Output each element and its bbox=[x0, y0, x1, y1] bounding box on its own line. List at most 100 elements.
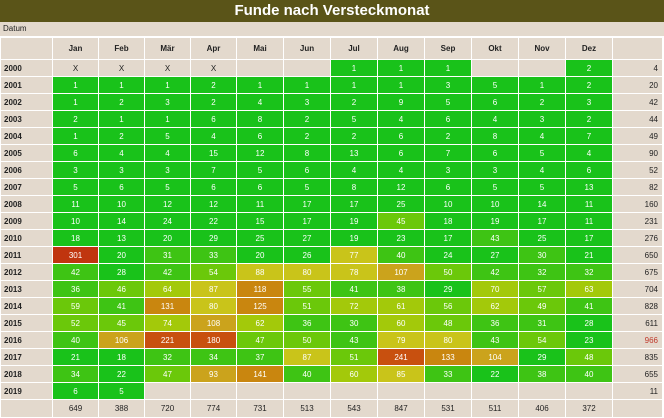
heat-cell: 64 bbox=[144, 280, 191, 298]
table-row: 2016 40 106 221 180 47 50 43 79 80 43 54 23 966 bbox=[0, 331, 663, 349]
heat-cell: 2 bbox=[565, 110, 613, 128]
heat-cell: 33 bbox=[424, 365, 472, 383]
month-header: Okt bbox=[471, 37, 519, 60]
heat-cell bbox=[236, 59, 284, 77]
heat-cell: 6 bbox=[98, 178, 145, 196]
heat-cell: 11 bbox=[236, 195, 284, 213]
row-total: 42 bbox=[612, 93, 663, 111]
heat-cell: 54 bbox=[190, 263, 237, 281]
heat-cell: 74 bbox=[144, 314, 191, 332]
year-label: 2002 bbox=[0, 93, 53, 111]
heat-cell: 180 bbox=[190, 331, 237, 349]
heat-cell: 7 bbox=[190, 161, 237, 179]
heat-cell: 17 bbox=[330, 195, 378, 213]
heat-cell: 13 bbox=[565, 178, 613, 196]
year-label: 2010 bbox=[0, 229, 53, 247]
row-total: 11 bbox=[612, 382, 663, 400]
heat-cell: 2 bbox=[283, 127, 331, 145]
heat-cell bbox=[471, 382, 519, 400]
heat-cell: 40 bbox=[52, 331, 99, 349]
table-row: 2009 10 14 24 22 15 17 19 45 18 19 17 11 231 bbox=[0, 212, 663, 230]
month-header: Aug bbox=[377, 37, 425, 60]
table-row: 2008 11 10 12 12 11 17 17 25 10 10 14 11 160 bbox=[0, 195, 663, 213]
heat-cell: 3 bbox=[518, 110, 566, 128]
heat-cell: 48 bbox=[565, 348, 613, 366]
month-header: Jun bbox=[283, 37, 331, 60]
heat-cell: 54 bbox=[518, 331, 566, 349]
heat-cell: 42 bbox=[52, 263, 99, 281]
heat-cell: 1 bbox=[98, 76, 145, 94]
heat-cell: 28 bbox=[565, 314, 613, 332]
heat-cell: 32 bbox=[144, 348, 191, 366]
column-total: 847 bbox=[377, 399, 425, 418]
heat-cell: 5 bbox=[518, 178, 566, 196]
heat-cell: 9 bbox=[377, 93, 425, 111]
total-header bbox=[612, 37, 663, 60]
heat-cell: 59 bbox=[52, 297, 99, 315]
heat-cell: 28 bbox=[98, 263, 145, 281]
heat-cell: 18 bbox=[424, 212, 472, 230]
heat-cell: 1 bbox=[330, 76, 378, 94]
heat-cell: 13 bbox=[98, 229, 145, 247]
heat-cell: 24 bbox=[144, 212, 191, 230]
heat-cell: 43 bbox=[471, 229, 519, 247]
heat-cell: 125 bbox=[236, 297, 284, 315]
heat-cell: 47 bbox=[236, 331, 284, 349]
row-total: 655 bbox=[612, 365, 663, 383]
table-row: 2006 3 3 3 7 5 6 4 4 3 3 4 6 52 bbox=[0, 161, 663, 179]
heat-cell: 4 bbox=[377, 110, 425, 128]
heat-cell: 13 bbox=[330, 144, 378, 162]
heat-cell: 77 bbox=[330, 246, 378, 264]
heat-cell: 31 bbox=[518, 314, 566, 332]
table-row: 2015 52 45 74 108 62 36 30 60 48 36 31 28 611 bbox=[0, 314, 663, 332]
column-total: 406 bbox=[518, 399, 566, 418]
heat-cell: 22 bbox=[98, 365, 145, 383]
heat-cell: 50 bbox=[283, 331, 331, 349]
row-total: 650 bbox=[612, 246, 663, 264]
heat-cell: 133 bbox=[424, 348, 472, 366]
heat-cell: 104 bbox=[471, 348, 519, 366]
row-total: 160 bbox=[612, 195, 663, 213]
heat-cell: 19 bbox=[471, 212, 519, 230]
heat-cell: 5 bbox=[98, 382, 145, 400]
column-total: 774 bbox=[190, 399, 237, 418]
column-total: 372 bbox=[565, 399, 613, 418]
heat-cell: 25 bbox=[236, 229, 284, 247]
heat-cell: 87 bbox=[283, 348, 331, 366]
heat-cell: 27 bbox=[283, 229, 331, 247]
heat-cell: 56 bbox=[424, 297, 472, 315]
heat-cell: 25 bbox=[518, 229, 566, 247]
page-title: Funde nach Versteckmonat bbox=[0, 0, 664, 22]
heat-cell: 6 bbox=[190, 178, 237, 196]
heat-cell: 1 bbox=[52, 127, 99, 145]
heat-cell: 11 bbox=[565, 195, 613, 213]
heat-cell: 2 bbox=[52, 110, 99, 128]
heat-cell: 25 bbox=[377, 195, 425, 213]
heat-cell: 141 bbox=[236, 365, 284, 383]
heat-cell: 3 bbox=[144, 93, 191, 111]
heat-cell: 34 bbox=[52, 365, 99, 383]
table-row: 2005 6 4 4 15 12 8 13 6 7 6 5 4 90 bbox=[0, 144, 663, 162]
heat-cell: 4 bbox=[144, 144, 191, 162]
heat-cell: 57 bbox=[518, 280, 566, 298]
heat-cell: 18 bbox=[98, 348, 145, 366]
heat-cell bbox=[190, 382, 237, 400]
row-total: 82 bbox=[612, 178, 663, 196]
heat-cell: 3 bbox=[52, 161, 99, 179]
heat-cell: 301 bbox=[52, 246, 99, 264]
table-row: 2017 21 18 32 34 37 87 51 241 133 104 29 48 835 bbox=[0, 348, 663, 366]
month-header: Feb bbox=[98, 37, 145, 60]
heat-cell: 4 bbox=[98, 144, 145, 162]
heat-cell bbox=[236, 382, 284, 400]
row-total: 4 bbox=[612, 59, 663, 77]
heat-cell: X bbox=[52, 59, 99, 77]
heat-cell: 1 bbox=[424, 59, 472, 77]
heat-cell: 42 bbox=[144, 263, 191, 281]
heat-cell: 51 bbox=[330, 348, 378, 366]
table-row: 2010 18 13 20 29 25 27 19 23 17 43 25 17 276 bbox=[0, 229, 663, 247]
heat-cell: 1 bbox=[283, 76, 331, 94]
corner-cell bbox=[0, 37, 53, 60]
month-header: Dez bbox=[565, 37, 613, 60]
heat-cell bbox=[518, 382, 566, 400]
heat-cell: 1 bbox=[377, 59, 425, 77]
